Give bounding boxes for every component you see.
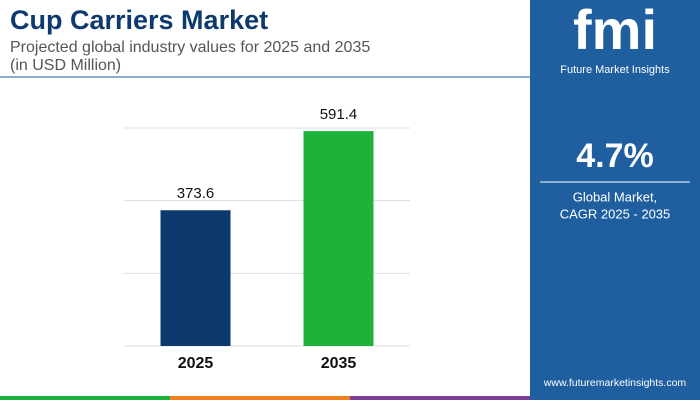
website: www.futuremarketinsights.com bbox=[543, 377, 687, 389]
cagr-label: Global Market, bbox=[573, 189, 658, 204]
x-tick-label: 2025 bbox=[178, 355, 214, 372]
footer-strip bbox=[170, 396, 350, 400]
chart-subtitle: Projected global industry values for 202… bbox=[10, 39, 370, 56]
footer-strip bbox=[530, 396, 700, 400]
value-label: 373.6 bbox=[177, 185, 215, 202]
chart-subtitle: (in USD Million) bbox=[10, 57, 121, 74]
bar bbox=[303, 131, 374, 346]
bar bbox=[160, 210, 231, 346]
x-tick-label: 2035 bbox=[321, 355, 357, 372]
cagr-value: 4.7% bbox=[576, 137, 654, 175]
footer-strip bbox=[0, 396, 170, 400]
chart-title: Cup Carriers Market bbox=[10, 5, 268, 35]
side-panel bbox=[530, 0, 700, 396]
logo-tagline: Future Market Insights bbox=[560, 64, 670, 76]
value-label: 591.4 bbox=[320, 106, 358, 123]
logo: fmi bbox=[573, 0, 657, 61]
cagr-label: CAGR 2025 - 2035 bbox=[560, 206, 671, 221]
footer-strip bbox=[350, 396, 530, 400]
